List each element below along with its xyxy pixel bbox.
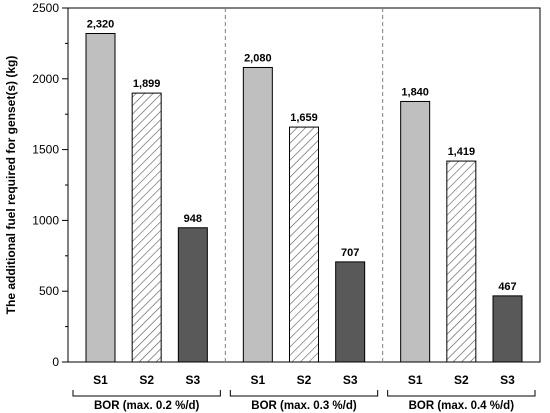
category-label: S3 [343,373,358,387]
y-tick-label: 2500 [32,1,59,15]
bar-s1 [85,32,116,363]
bar-s1 [400,100,431,363]
group-label: BOR (max. 0.3 %/d) [251,400,357,412]
y-tick-label: 2000 [32,72,59,86]
bar-s3 [492,295,523,363]
bar-value-label: 1,659 [290,112,318,124]
category-label: S2 [454,373,469,387]
y-axis-label: The additional fuel required for genset(… [4,56,18,315]
bar-s1 [242,66,273,363]
bar-value-label: 2,320 [87,18,115,30]
category-label: S3 [500,373,515,387]
bar-value-label: 1,899 [133,78,161,90]
group-bracket [387,390,536,397]
y-tick-label: 1000 [32,213,59,227]
category-label: S1 [408,373,423,387]
category-label: S2 [139,373,154,387]
bar-s3 [335,261,366,363]
category-label: S3 [185,373,200,387]
bar-s3 [177,227,208,363]
group-bracket [229,390,379,397]
y-tick-label: 500 [39,284,59,298]
category-label: S1 [93,373,108,387]
y-tick-label: 1500 [32,143,59,157]
bar-s2 [446,160,477,363]
bar-value-label: 707 [341,247,359,259]
group-label: BOR (max. 0.4 %/d) [409,400,515,412]
bar-value-label: 948 [184,213,202,225]
y-tick-label: 0 [52,355,59,369]
group-label: BOR (max. 0.2 %/d) [94,400,200,412]
group-bracket [72,390,221,397]
bar-s2 [131,92,162,363]
category-label: S2 [297,373,312,387]
category-label: S1 [250,373,265,387]
bar-value-label: 1,840 [401,86,429,98]
bar-s2 [289,126,319,363]
bar-value-label: 1,419 [448,146,476,158]
bar-value-label: 467 [498,281,516,293]
bar-value-label: 2,080 [244,52,272,64]
